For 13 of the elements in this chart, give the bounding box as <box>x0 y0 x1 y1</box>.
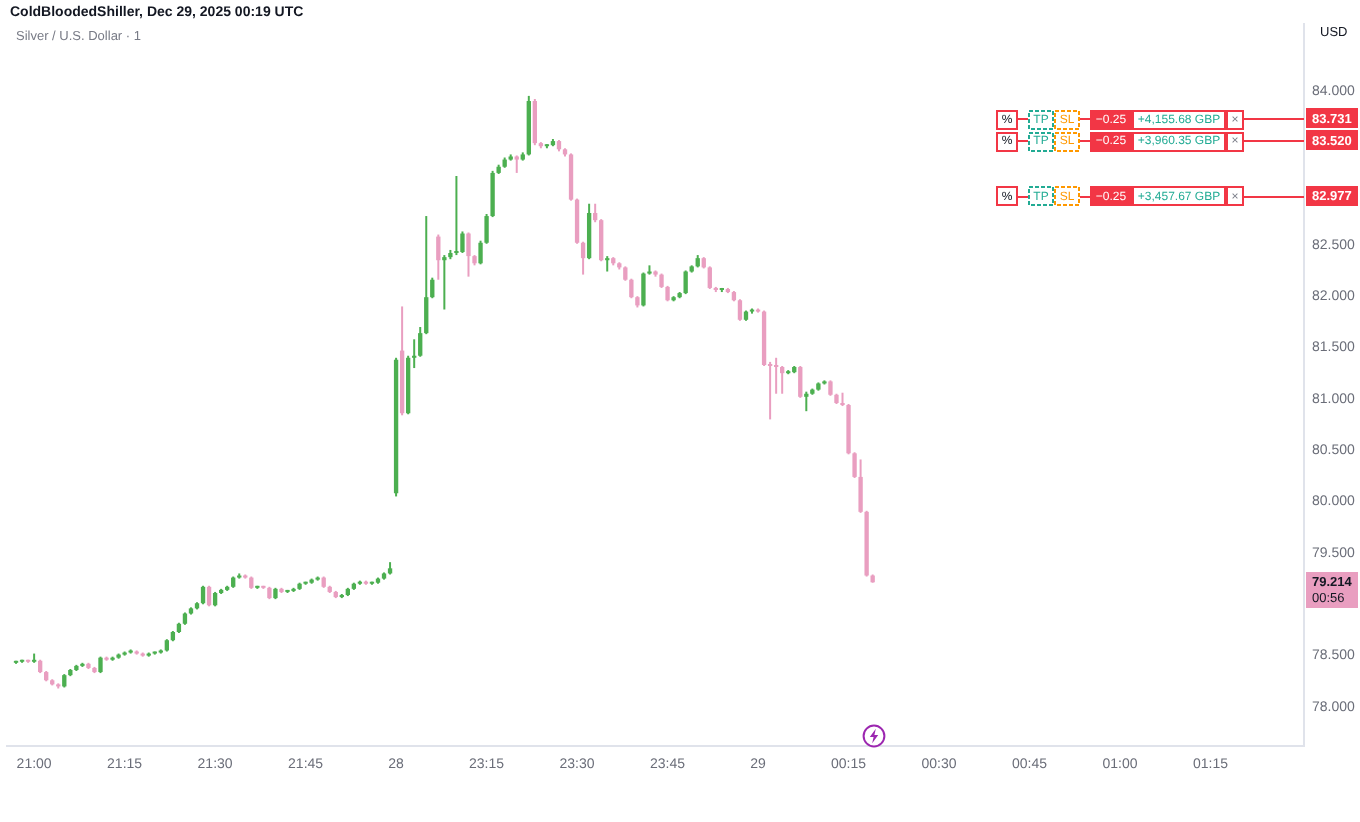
candlestick <box>804 390 809 413</box>
candlestick <box>707 265 712 290</box>
candlestick <box>586 202 592 261</box>
candlestick <box>200 584 206 606</box>
candlestick <box>442 254 447 311</box>
candlestick <box>454 175 459 257</box>
candlestick <box>641 271 646 308</box>
candlestick <box>466 231 471 278</box>
candlestick <box>737 298 743 322</box>
candlestick <box>206 584 212 608</box>
candlestick <box>532 97 538 147</box>
candlestick <box>683 269 688 296</box>
candlestick <box>798 365 803 399</box>
